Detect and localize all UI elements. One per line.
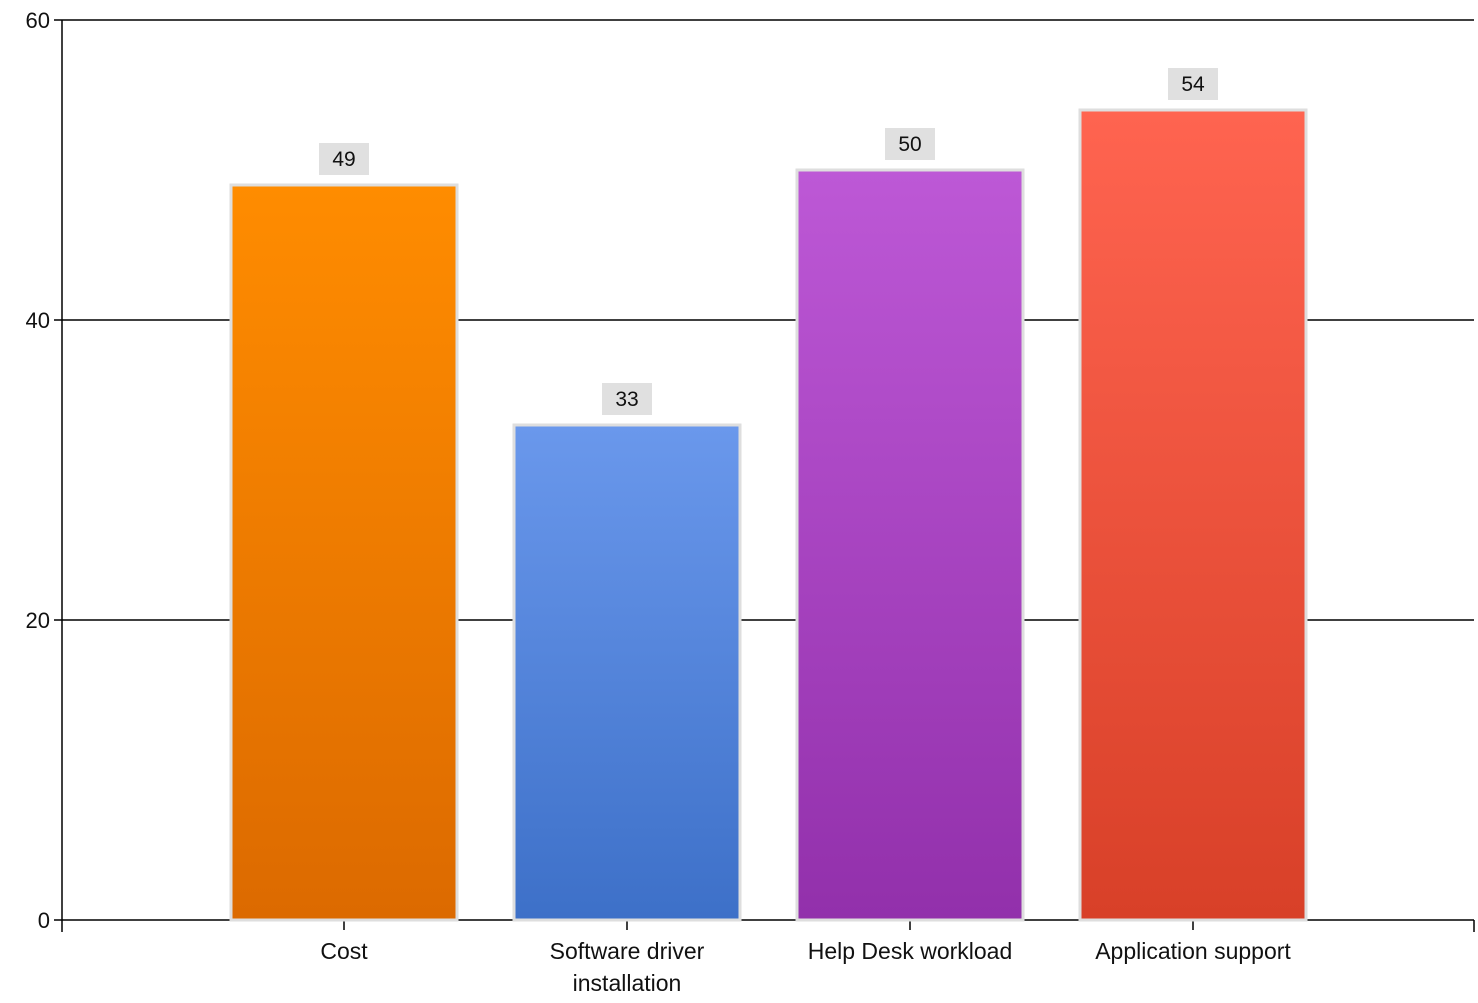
axes: 0 20 40 60 Cost Software driver installation He…	[26, 8, 1475, 996]
x-category-label: Help Desk workload	[808, 938, 1013, 964]
data-label-box	[1168, 68, 1218, 100]
x-category-label: Cost	[320, 938, 368, 964]
bars	[229, 108, 1308, 922]
bar	[512, 423, 742, 922]
data-label-box	[602, 383, 652, 415]
data-label: 49	[332, 148, 355, 171]
y-tick-label: 40	[26, 308, 50, 333]
y-tick-label: 20	[26, 608, 50, 633]
y-tick-label: 0	[38, 908, 50, 933]
x-category-label: Software driver installation	[550, 938, 705, 996]
bar	[229, 183, 459, 922]
bar	[1078, 108, 1308, 922]
y-tick-label: 60	[26, 8, 50, 33]
data-label-box	[319, 143, 369, 175]
data-label: 33	[615, 388, 638, 411]
bar	[795, 168, 1025, 922]
data-labels: 49 33 50 54	[319, 68, 1218, 415]
data-label: 50	[898, 133, 921, 156]
x-category-label: Application support	[1095, 938, 1291, 964]
data-label: 54	[1181, 73, 1205, 96]
data-label-box	[885, 128, 935, 160]
